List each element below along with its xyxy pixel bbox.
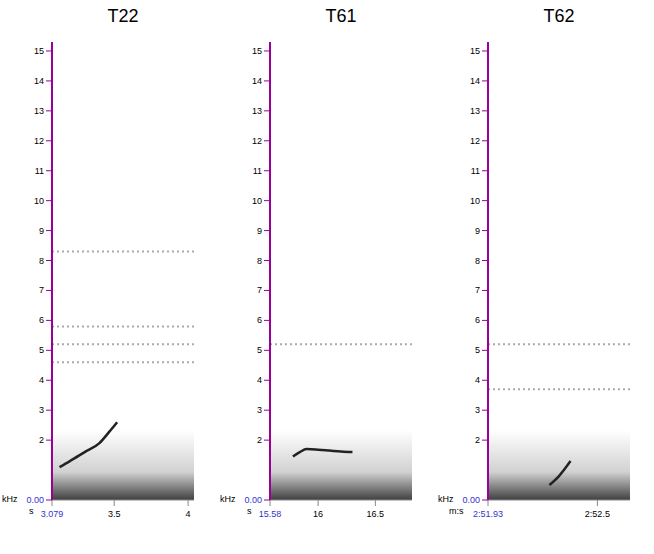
- svg-text:4: 4: [475, 375, 480, 385]
- svg-text:4: 4: [39, 375, 44, 385]
- svg-text:3.079: 3.079: [41, 509, 64, 519]
- html-text:T61: T61: [325, 6, 357, 26]
- svg-text:0.00: 0.00: [462, 495, 480, 505]
- html-text:s: s: [247, 506, 252, 516]
- svg-text:2: 2: [475, 435, 480, 445]
- svg-text:6: 6: [257, 315, 262, 325]
- svg-text:16.5: 16.5: [367, 509, 385, 519]
- svg-text:9: 9: [475, 226, 480, 236]
- svg-text:7: 7: [475, 285, 480, 295]
- svg-text:14: 14: [252, 76, 262, 86]
- svg-text:0.00: 0.00: [26, 495, 44, 505]
- svg-text:16: 16: [313, 509, 323, 519]
- svg-text:2: 2: [39, 435, 44, 445]
- svg-text:5: 5: [475, 345, 480, 355]
- svg-text:13: 13: [34, 106, 44, 116]
- html-text:kHz: kHz: [438, 494, 454, 504]
- svg-text:6: 6: [39, 315, 44, 325]
- html-text:T22: T22: [107, 6, 139, 26]
- svg-text:0.00: 0.00: [244, 495, 262, 505]
- html-text:kHz: kHz: [220, 494, 236, 504]
- svg-text:8: 8: [475, 256, 480, 266]
- svg-text:3: 3: [257, 405, 262, 415]
- svg-text:3.5: 3.5: [108, 509, 121, 519]
- svg-text:5: 5: [39, 345, 44, 355]
- html-text:T62: T62: [543, 6, 575, 26]
- html-text:m:s: m:s: [448, 506, 464, 516]
- svg-text:13: 13: [470, 106, 480, 116]
- svg-text:15: 15: [470, 46, 480, 56]
- svg-text:15.58: 15.58: [259, 509, 282, 519]
- svg-text:12: 12: [34, 136, 44, 146]
- svg-text:11: 11: [35, 166, 44, 176]
- html-text:kHz: kHz: [2, 494, 18, 504]
- svg-text:12: 12: [470, 136, 480, 146]
- html-text:s: s: [29, 506, 34, 516]
- svg-text:15: 15: [252, 46, 262, 56]
- svg-text:9: 9: [39, 226, 44, 236]
- svg-text:2: 2: [257, 435, 262, 445]
- svg-text:13: 13: [252, 106, 262, 116]
- svg-text:10: 10: [252, 196, 262, 206]
- svg-text:5: 5: [257, 345, 262, 355]
- svg-text:14: 14: [34, 76, 44, 86]
- svg-text:2:51.93: 2:51.93: [473, 509, 503, 519]
- svg-text:3: 3: [475, 405, 480, 415]
- svg-text:7: 7: [257, 285, 262, 295]
- svg-text:9: 9: [257, 226, 262, 236]
- svg-text:6: 6: [475, 315, 480, 325]
- svg-text:3: 3: [39, 405, 44, 415]
- svg-text:4: 4: [257, 375, 262, 385]
- svg-text:2:52.5: 2:52.5: [585, 509, 610, 519]
- svg-text:15: 15: [34, 46, 44, 56]
- svg-text:4: 4: [186, 509, 191, 519]
- svg-text:7: 7: [39, 285, 44, 295]
- svg-text:8: 8: [257, 256, 262, 266]
- svg-text:11: 11: [471, 166, 480, 176]
- svg-text:14: 14: [470, 76, 480, 86]
- svg-text:12: 12: [252, 136, 262, 146]
- svg-text:11: 11: [253, 166, 262, 176]
- svg-text:10: 10: [470, 196, 480, 206]
- svg-text:10: 10: [34, 196, 44, 206]
- svg-text:8: 8: [39, 256, 44, 266]
